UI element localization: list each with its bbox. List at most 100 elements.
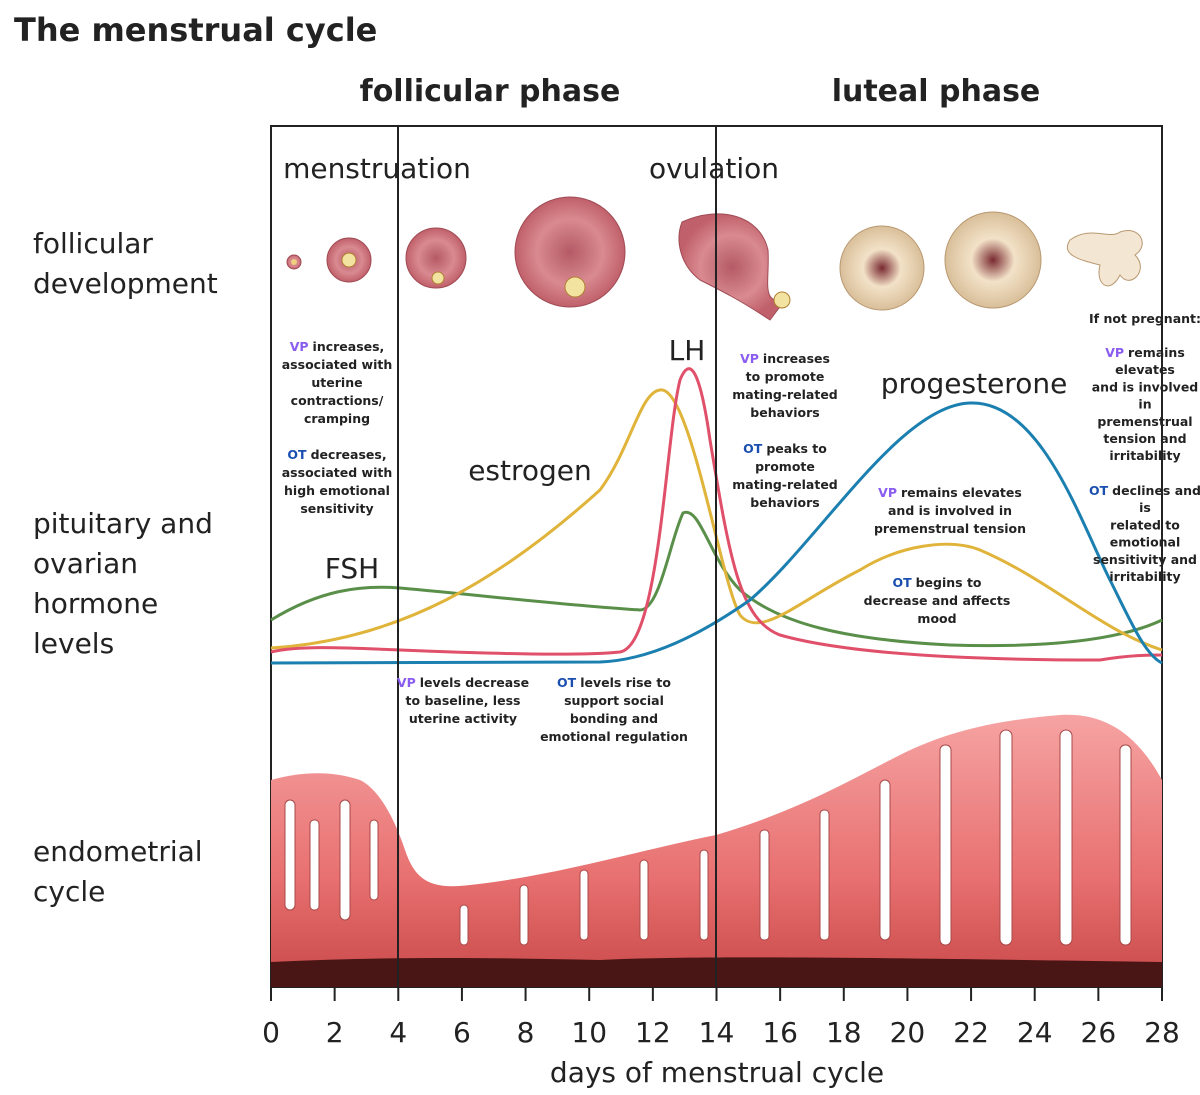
row-label: cycle — [33, 875, 105, 908]
annotation-line: behaviors — [750, 405, 819, 420]
row-label: ovarian — [33, 547, 138, 580]
annotation-text: uterine — [311, 375, 362, 390]
row-label: hormone — [33, 587, 158, 620]
annotation-text: and is involved — [1092, 379, 1199, 394]
annotations: VP increases, associated with uterine contra… — [282, 339, 1200, 744]
row-label: pituitary and — [33, 507, 213, 540]
follicles — [286, 196, 1143, 321]
annotation-line: sensitivity and — [1093, 552, 1197, 567]
annotation-tag: VP — [740, 351, 759, 366]
annotation-line: OT levels rise to — [557, 675, 671, 690]
annotation-text: premenstrual tension — [874, 521, 1026, 536]
annotation-line: emotional regulation — [540, 729, 688, 744]
annotation-text: increases — [763, 351, 830, 366]
annotation-line: VP increases, — [290, 339, 385, 354]
annotation-line: tension and — [1103, 431, 1186, 446]
annotation-text: increases, — [313, 339, 385, 354]
annotation-line: support social — [564, 693, 664, 708]
annotation-text: decrease and affects — [864, 593, 1011, 608]
row-labels: follicular development pituitary and ovaria… — [33, 227, 218, 908]
annotation-text: in — [1138, 397, 1151, 412]
annotation-line: and is involved in — [888, 503, 1012, 518]
annotation-text: sensitivity — [300, 501, 373, 516]
x-tick-label: 10 — [571, 1016, 607, 1049]
annotation-text: associated with — [282, 465, 393, 480]
annotation-line: OT begins to — [892, 575, 981, 590]
annotation-text: mood — [917, 611, 956, 626]
annotation-text: to baseline, less — [406, 693, 521, 708]
row-label: development — [33, 267, 218, 300]
annotation-text: remains elevates — [901, 485, 1022, 500]
annotation-line: VP increases — [740, 351, 830, 366]
annotation-line: premenstrual tension — [874, 521, 1026, 536]
annotation-line: behaviors — [750, 495, 819, 510]
x-tick-label: 22 — [953, 1016, 989, 1049]
event-label: menstruation — [283, 152, 471, 185]
annotation-line: promote — [755, 459, 815, 474]
annotation-text: emotional regulation — [540, 729, 688, 744]
annotation-text: elevates — [1115, 362, 1175, 377]
annotation-tag: OT — [557, 675, 577, 690]
annotation-text: contractions/ — [291, 393, 384, 408]
x-tick-label: 18 — [826, 1016, 862, 1049]
annotation-text: promote — [755, 459, 815, 474]
phase-label: follicular phase — [360, 74, 621, 109]
annotation-line: OT peaks to — [743, 441, 827, 456]
annotation-line: mating-related — [732, 387, 838, 402]
title: The menstrual cycle — [14, 11, 377, 49]
annotation-text: levels decrease — [420, 675, 529, 690]
annotation-text: and is involved in — [888, 503, 1012, 518]
annotation-text: tension and — [1103, 431, 1186, 446]
annotation-text: irritability — [1109, 569, 1180, 584]
x-tick-label: 28 — [1144, 1016, 1180, 1049]
annotation-text: behaviors — [750, 495, 819, 510]
annotation-tag: VP — [878, 485, 897, 500]
annotation-text: behaviors — [750, 405, 819, 420]
annotation-text: bonding and — [570, 711, 658, 726]
annotation-tag: OT — [892, 575, 912, 590]
annotation-text: declines and — [1112, 483, 1200, 498]
x-tick-label: 20 — [890, 1016, 926, 1049]
hormone-label: LH — [669, 334, 706, 367]
annotation-line: irritability — [1109, 448, 1180, 463]
annotation-text: associated with — [282, 357, 393, 372]
lh-curve — [270, 367, 1163, 662]
annotation-line: irritability — [1109, 569, 1180, 584]
annotation-line: OT declines and — [1089, 483, 1200, 498]
annotation-line: to baseline, less — [406, 693, 521, 708]
annotation-line: premenstrual — [1097, 414, 1192, 429]
annotation-line: high emotional — [284, 483, 390, 498]
annotation-line: in — [1138, 397, 1151, 412]
annotation-line: mood — [917, 611, 956, 626]
x-tick-label: 14 — [699, 1016, 735, 1049]
annotation-text: begins to — [916, 575, 982, 590]
annotation-line: is — [1139, 500, 1151, 515]
annotation-line: associated with — [282, 465, 393, 480]
annotation-line: VP remains — [1105, 345, 1185, 360]
annotation-line: emotional — [1110, 535, 1181, 550]
annotation-text: high emotional — [284, 483, 390, 498]
hormone-label: estrogen — [468, 454, 592, 487]
x-tick-label: 16 — [762, 1016, 798, 1049]
annotation-text: premenstrual — [1097, 414, 1192, 429]
annotation-line: related to — [1110, 517, 1180, 532]
annotation-text: levels rise to — [580, 675, 671, 690]
x-tick-label: 12 — [635, 1016, 671, 1049]
annotation-line: mating-related — [732, 477, 838, 492]
annotation-text: mating-related — [732, 387, 838, 402]
row-label: follicular — [33, 227, 153, 260]
annotation-text: related to — [1110, 517, 1180, 532]
x-tick-label: 2 — [326, 1016, 344, 1049]
x-axis-label: days of menstrual cycle — [550, 1056, 884, 1089]
annotation-text: remains — [1128, 345, 1185, 360]
annotation-line: contractions/ — [291, 393, 384, 408]
annotation-text: support social — [564, 693, 664, 708]
annotation-tag: OT — [287, 447, 307, 462]
annotation-text: decreases, — [311, 447, 387, 462]
hormone-label: FSH — [325, 552, 379, 585]
x-axis: 0 2 4 6 8 10 12 14 16 18 20 22 24 26 28 — [262, 987, 1180, 1049]
event-label: ovulation — [649, 152, 779, 185]
annotation-line: VP levels decrease — [397, 675, 529, 690]
annotation-text: peaks to — [766, 441, 827, 456]
